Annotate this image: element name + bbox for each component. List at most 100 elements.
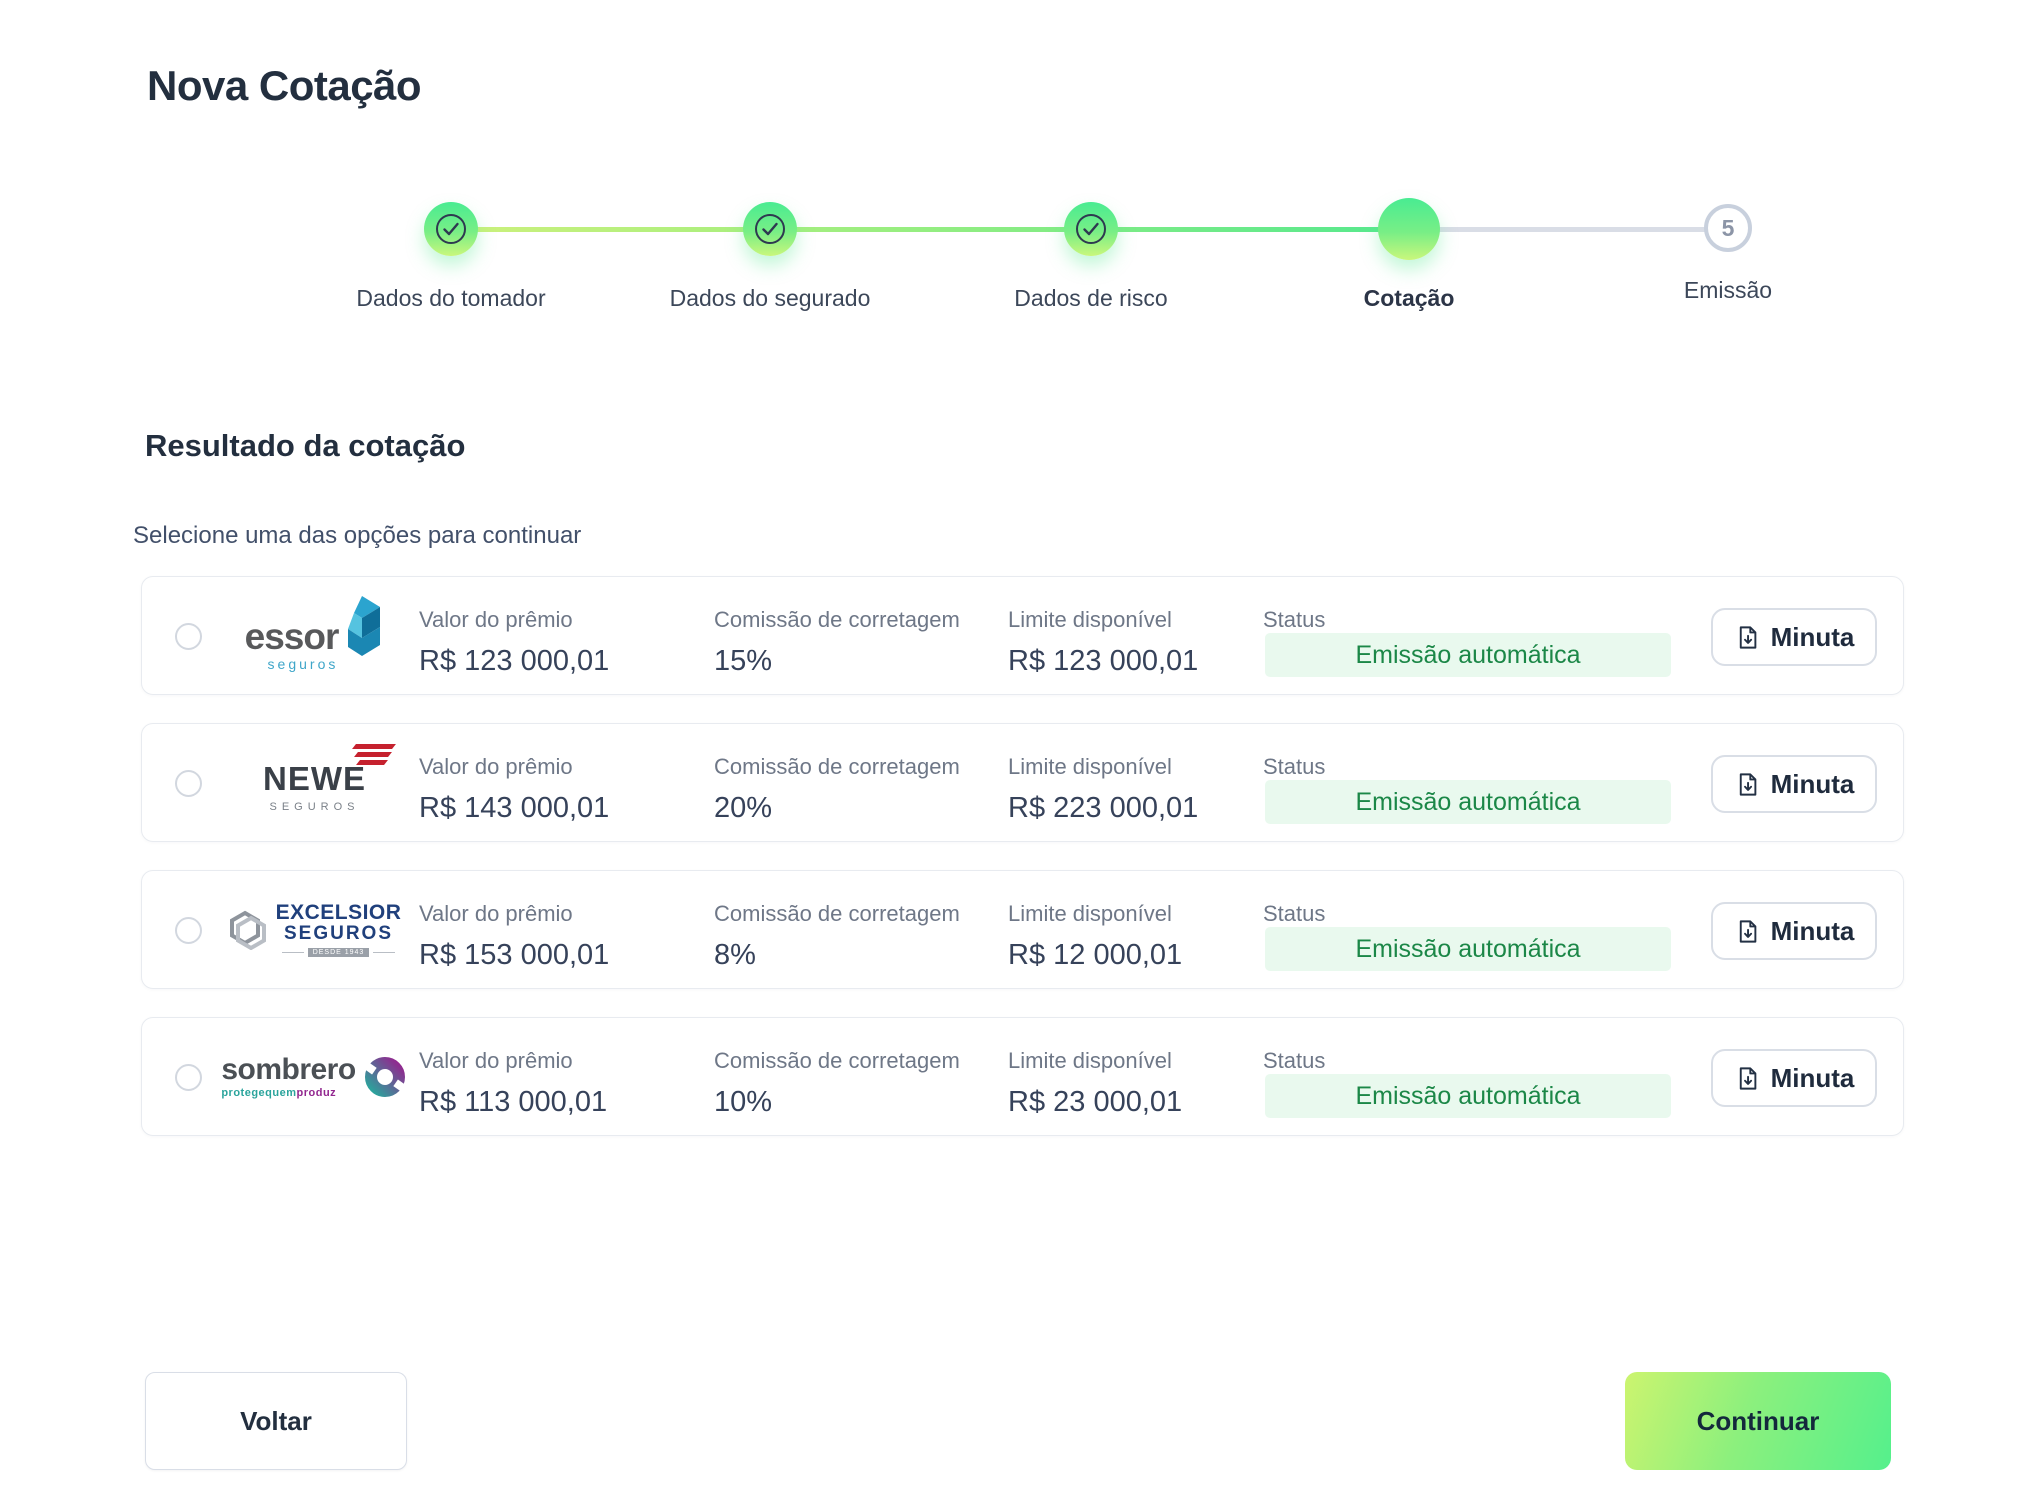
commission-value: 10% — [714, 1086, 773, 1118]
commission-value: 15% — [714, 645, 773, 677]
step-label-dados-de-risco: Dados de risco — [1014, 285, 1168, 311]
essor-s-icon — [348, 595, 381, 656]
limit-value: R$ 123 000,01 — [1008, 645, 1199, 677]
premium-value: R$ 153 000,01 — [419, 939, 610, 971]
status-badge: Emissão automática — [1265, 927, 1671, 971]
limit-value: R$ 12 000,01 — [1008, 939, 1183, 971]
limit-label: Limite disponível — [1008, 754, 1172, 779]
logo-text: EXCELSIOR — [275, 901, 402, 925]
insurer-logo-essor: essor seguros — [232, 577, 397, 694]
commission-field: Comissão de corretagem 20% — [714, 754, 960, 825]
step-circle-cotacao-active — [1378, 198, 1440, 260]
step-circle-emissao: 5 — [1704, 204, 1752, 252]
status-label: Status — [1263, 1048, 1326, 1073]
premium-value: R$ 113 000,01 — [419, 1086, 608, 1118]
excelsior-hexagon-icon — [229, 910, 266, 950]
limit-label: Limite disponível — [1008, 901, 1172, 926]
limit-label: Limite disponível — [1008, 1048, 1172, 1073]
status-badge: Emissão automática — [1265, 633, 1671, 677]
quote-card-sombrero[interactable]: sombrero protegequemproduz Valor do prêm… — [141, 1017, 1904, 1136]
document-download-icon — [1739, 1066, 1756, 1090]
status-badge: Emissão automática — [1265, 1074, 1671, 1118]
radio-select-sombrero[interactable] — [175, 1064, 202, 1091]
premium-label: Valor do prêmio — [419, 1048, 573, 1073]
minuta-button-essor[interactable]: Minuta — [1711, 608, 1877, 666]
commission-label: Comissão de corretagem — [714, 901, 960, 926]
commission-field: Comissão de corretagem 10% — [714, 1048, 960, 1119]
insurer-logo-excelsior: EXCELSIOR SEGUROS DESDE 1943 — [229, 871, 401, 988]
logo-text: NEWE — [263, 760, 366, 797]
quote-card-newe[interactable]: NEWE SEGUROS Valor do prêmio R$ 143 000,… — [141, 723, 1904, 842]
premium-field: Valor do prêmio R$ 153 000,01 — [419, 901, 609, 972]
stepper-connector-completed — [451, 227, 1409, 232]
limit-value: R$ 23 000,01 — [1008, 1086, 1183, 1118]
logo-subtext: seguros — [267, 655, 339, 672]
commission-label: Comissão de corretagem — [714, 754, 960, 779]
premium-label: Valor do prêmio — [419, 754, 573, 779]
document-download-icon — [1739, 919, 1756, 943]
section-title: Resultado da cotação — [145, 428, 466, 463]
minuta-button-label: Minuta — [1770, 915, 1855, 946]
commission-field: Comissão de corretagem 8% — [714, 901, 960, 972]
radio-select-essor[interactable] — [175, 623, 202, 650]
step-circle-dados-do-segurado[interactable] — [743, 202, 797, 256]
premium-field: Valor do prêmio R$ 123 000,01 — [419, 607, 609, 678]
step-label-dados-do-segurado: Dados do segurado — [669, 285, 871, 311]
logo-subtext: SEGUROS — [283, 923, 394, 945]
commission-label: Comissão de corretagem — [714, 607, 960, 632]
commission-label: Comissão de corretagem — [714, 1048, 960, 1073]
stepper-connector-upcoming — [1409, 227, 1728, 232]
minuta-button-label: Minuta — [1770, 621, 1855, 652]
minuta-button-excelsior[interactable]: Minuta — [1711, 902, 1877, 960]
page-title: Nova Cotação — [147, 62, 422, 109]
quote-card-essor[interactable]: essor seguros Valor do prêmio R$ 123 000… — [141, 576, 1904, 695]
limit-field: Limite disponível R$ 23 000,01 — [1008, 1048, 1182, 1119]
minuta-button-sombrero[interactable]: Minuta — [1711, 1049, 1877, 1107]
limit-value: R$ 223 000,01 — [1008, 792, 1199, 824]
quote-card-excelsior[interactable]: EXCELSIOR SEGUROS DESDE 1943 Valor do pr… — [141, 870, 1904, 989]
insurer-logo-sombrero: sombrero protegequemproduz — [221, 1018, 408, 1135]
status-label: Status — [1263, 901, 1326, 926]
document-download-icon — [1739, 625, 1756, 649]
commission-field: Comissão de corretagem 15% — [714, 607, 960, 678]
status-label: Status — [1263, 607, 1326, 632]
step-circle-dados-de-risco[interactable] — [1064, 202, 1118, 256]
newe-stripes-icon — [352, 744, 396, 768]
check-circle-icon — [755, 214, 785, 244]
continue-button[interactable]: Continuar — [1625, 1372, 1891, 1470]
status-badge: Emissão automática — [1265, 780, 1671, 824]
premium-label: Valor do prêmio — [419, 901, 573, 926]
instruction-text: Selecione uma das opções para continuar — [133, 522, 582, 549]
premium-value: R$ 143 000,01 — [419, 792, 610, 824]
minuta-button-newe[interactable]: Minuta — [1711, 755, 1877, 813]
wizard-stepper: Dados do tomador Dados do segurado Dados… — [0, 0, 2020, 340]
logo-subtext-1: protegequem — [221, 1086, 297, 1099]
document-download-icon — [1739, 772, 1756, 796]
premium-field: Valor do prêmio R$ 143 000,01 — [419, 754, 609, 825]
step-label-cotacao: Cotação — [1363, 285, 1455, 311]
check-circle-icon — [1076, 214, 1106, 244]
logo-tagline: DESDE 1943 — [307, 947, 370, 957]
premium-label: Valor do prêmio — [419, 607, 573, 632]
limit-field: Limite disponível R$ 223 000,01 — [1008, 754, 1198, 825]
premium-value: R$ 123 000,01 — [419, 645, 610, 677]
commission-value: 20% — [714, 792, 773, 824]
minuta-button-label: Minuta — [1770, 1062, 1855, 1093]
radio-select-excelsior[interactable] — [175, 917, 202, 944]
step-circle-dados-do-tomador[interactable] — [424, 202, 478, 256]
limit-label: Limite disponível — [1008, 607, 1172, 632]
back-button[interactable]: Voltar — [145, 1372, 407, 1470]
step-number: 5 — [1721, 214, 1735, 241]
commission-value: 8% — [714, 939, 756, 971]
status-label: Status — [1263, 754, 1326, 779]
logo-subtext-2: produz — [296, 1086, 337, 1099]
limit-field: Limite disponível R$ 123 000,01 — [1008, 607, 1198, 678]
radio-select-newe[interactable] — [175, 770, 202, 797]
minuta-button-label: Minuta — [1770, 768, 1855, 799]
step-label-emissao: Emissão — [1683, 277, 1773, 303]
logo-subtext: SEGUROS — [269, 801, 360, 813]
logo-text: essor — [244, 615, 340, 657]
limit-field: Limite disponível R$ 12 000,01 — [1008, 901, 1182, 972]
step-label-dados-do-tomador: Dados do tomador — [356, 285, 546, 311]
check-circle-icon — [436, 214, 466, 244]
